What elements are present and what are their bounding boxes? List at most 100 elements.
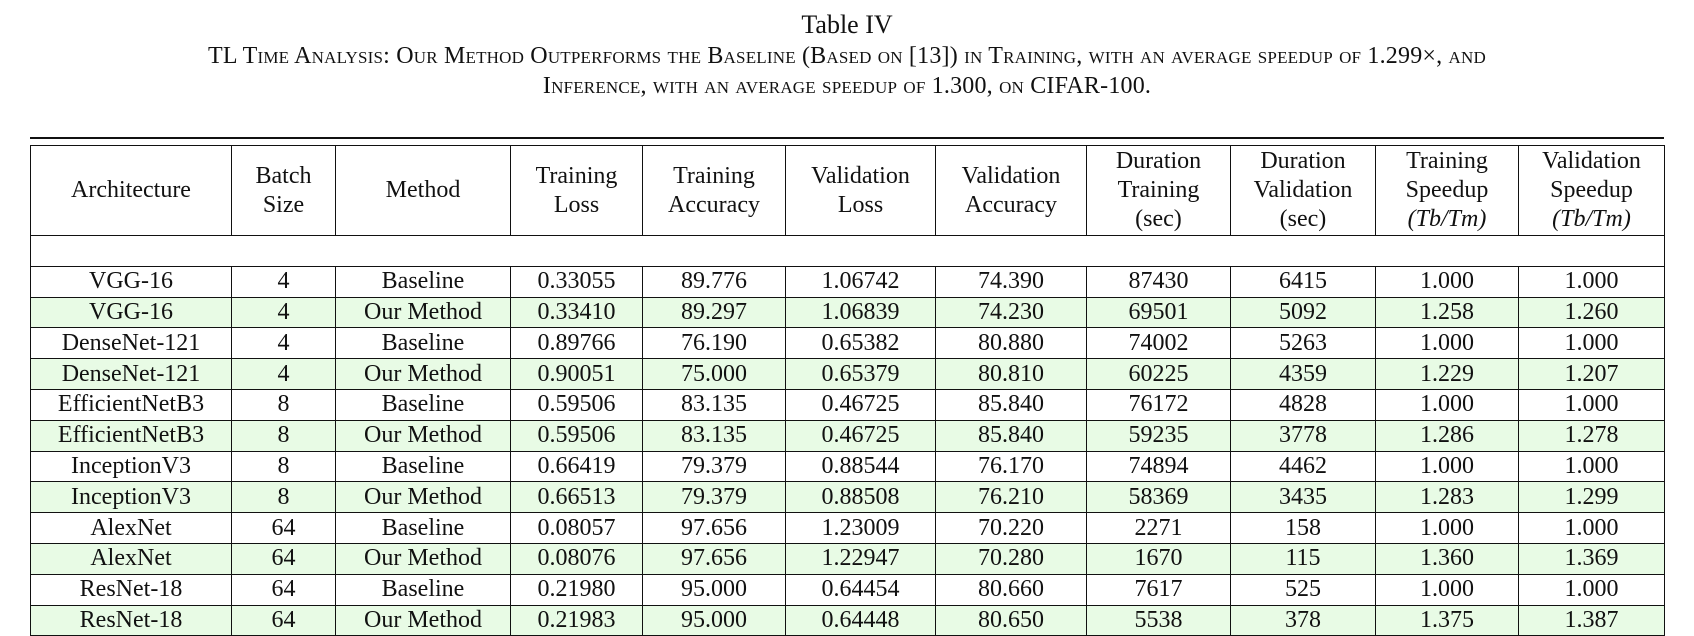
table-cell: 74894 bbox=[1086, 450, 1231, 483]
table-cell: 83.135 bbox=[642, 388, 786, 421]
column-header-line: (Tb/Tm) bbox=[1552, 206, 1631, 232]
table-cell: 0.66513 bbox=[510, 481, 643, 514]
table-cell: 1.283 bbox=[1375, 481, 1519, 514]
table-cell: 1.22947 bbox=[785, 542, 936, 575]
table-cell: 0.64454 bbox=[785, 573, 936, 606]
table-row: VGG-16 4 Our Method 0.33410 89.297 1.06839 74.… bbox=[30, 296, 1665, 329]
table-cell: 76.210 bbox=[935, 481, 1087, 514]
table-cell: 4 bbox=[231, 296, 336, 329]
table-cell: Our Method bbox=[335, 419, 511, 452]
table-cell: 525 bbox=[1230, 573, 1376, 606]
table-cell: 89.776 bbox=[642, 265, 786, 298]
column-header-line: Training bbox=[673, 162, 755, 189]
table-cell: 0.46725 bbox=[785, 388, 936, 421]
table-cell: 1.207 bbox=[1518, 358, 1665, 390]
table-cell: 4 bbox=[231, 358, 336, 390]
table-cell: 0.65379 bbox=[785, 358, 936, 390]
table-cell: 0.64448 bbox=[785, 604, 936, 636]
table-cell: 74002 bbox=[1086, 327, 1231, 360]
header-spacer bbox=[30, 235, 1665, 267]
table-cell: 0.90051 bbox=[510, 358, 643, 390]
table-cell: 85.840 bbox=[935, 419, 1087, 452]
column-header-line: Validation bbox=[961, 162, 1061, 189]
table-cell: 1.000 bbox=[1518, 512, 1665, 544]
table-cell: 1.000 bbox=[1375, 450, 1519, 483]
table-cell: 76.170 bbox=[935, 450, 1087, 483]
table-cell: 80.810 bbox=[935, 358, 1087, 390]
table-cell: 8 bbox=[231, 388, 336, 421]
column-header: Validation Accuracy bbox=[935, 145, 1087, 236]
table-cell: Baseline bbox=[335, 388, 511, 421]
table-cell: 95.000 bbox=[642, 604, 786, 636]
table-cell: InceptionV3 bbox=[30, 481, 232, 514]
table-cell: EfficientNetB3 bbox=[30, 388, 232, 421]
table-cell: 80.660 bbox=[935, 573, 1087, 606]
column-header: Validation Loss bbox=[785, 145, 936, 236]
column-header-line: Speedup bbox=[1550, 177, 1633, 203]
table-cell: 1.000 bbox=[1518, 388, 1665, 421]
table-cell: ResNet-18 bbox=[30, 604, 232, 636]
table-cell: 1.000 bbox=[1375, 265, 1519, 298]
table-cell: 1.000 bbox=[1518, 450, 1665, 483]
column-header-line: Training bbox=[535, 162, 618, 189]
table-cell: 4 bbox=[231, 265, 336, 298]
table-cell: 70.220 bbox=[935, 512, 1087, 544]
table-body: VGG-16 4 Baseline 0.33055 89.776 1.06742 74.39… bbox=[30, 235, 1665, 636]
table-cell: 4828 bbox=[1230, 388, 1376, 421]
table-cell: 1.000 bbox=[1375, 573, 1519, 606]
table-cell: 80.880 bbox=[935, 327, 1087, 360]
column-header-line: Validation bbox=[811, 162, 910, 189]
table-cell: Baseline bbox=[335, 265, 511, 298]
table-cell: 8 bbox=[231, 450, 336, 483]
table-cell: 1.000 bbox=[1518, 327, 1665, 360]
table-cell: 83.135 bbox=[642, 419, 786, 452]
table-cell: 1.000 bbox=[1375, 327, 1519, 360]
table-cell: 79.379 bbox=[642, 481, 786, 514]
table-cell: 60225 bbox=[1086, 358, 1231, 390]
table-cell: Baseline bbox=[335, 512, 511, 544]
table-cell: 6415 bbox=[1230, 265, 1376, 298]
table-cell: 76172 bbox=[1086, 388, 1231, 421]
table-row: DenseNet-121 4 Our Method 0.90051 75.000 0.65… bbox=[30, 358, 1665, 390]
table-row: ResNet-18 64 Our Method 0.21983 95.000 0.6444… bbox=[30, 604, 1665, 636]
table-cell: DenseNet-121 bbox=[30, 358, 232, 390]
table-cell: 69501 bbox=[1086, 296, 1231, 329]
column-header-line: Size bbox=[262, 191, 305, 218]
column-header-line: Loss bbox=[553, 191, 600, 218]
table-cell: Baseline bbox=[335, 450, 511, 483]
table-cell: 0.88508 bbox=[785, 481, 936, 514]
column-header-line: Training bbox=[1406, 148, 1488, 174]
column-header-line: (Tb/Tm) bbox=[1407, 206, 1487, 232]
table-cell: 1.286 bbox=[1375, 419, 1519, 452]
table-cell: 89.297 bbox=[642, 296, 786, 329]
table-cell: 0.08076 bbox=[510, 542, 643, 575]
column-header-line: Duration bbox=[1260, 148, 1346, 174]
table-cell: 95.000 bbox=[642, 573, 786, 606]
table-row: AlexNet 64 Our Method 0.08076 97.656 1.22947 7… bbox=[30, 542, 1665, 575]
table-cell: 0.66419 bbox=[510, 450, 643, 483]
table-cell: 0.65382 bbox=[785, 327, 936, 360]
table-cell: 1.360 bbox=[1375, 542, 1519, 575]
column-header-line: (sec) bbox=[1135, 206, 1182, 232]
table-cell: 70.280 bbox=[935, 542, 1087, 575]
table-cell: 2271 bbox=[1086, 512, 1231, 544]
column-header-line: Batch bbox=[255, 162, 312, 189]
table-cell: 1.369 bbox=[1518, 542, 1665, 575]
table-row: EfficientNetB3 8 Our Method 0.59506 83.135 0.… bbox=[30, 419, 1665, 452]
table-cell: Our Method bbox=[335, 296, 511, 329]
table-cell: 79.379 bbox=[642, 450, 786, 483]
column-header-line: Speedup bbox=[1405, 177, 1489, 203]
table-cell: 0.88544 bbox=[785, 450, 936, 483]
table-cell: 5092 bbox=[1230, 296, 1376, 329]
table-cell: EfficientNetB3 bbox=[30, 419, 232, 452]
column-header-line: Accuracy bbox=[965, 191, 1057, 218]
table-cell: 97.656 bbox=[642, 512, 786, 544]
table-cell: 75.000 bbox=[642, 358, 786, 390]
table-cell: 1.000 bbox=[1518, 573, 1665, 606]
table-cell: 97.656 bbox=[642, 542, 786, 575]
column-header: Duration Training (sec) bbox=[1086, 145, 1231, 236]
column-header: Method bbox=[335, 145, 511, 236]
table-caption-line-2: Inference, with an average speedup of 1.… bbox=[542, 73, 1152, 99]
table-cell: 0.46725 bbox=[785, 419, 936, 452]
table-cell: 0.33055 bbox=[510, 265, 643, 298]
